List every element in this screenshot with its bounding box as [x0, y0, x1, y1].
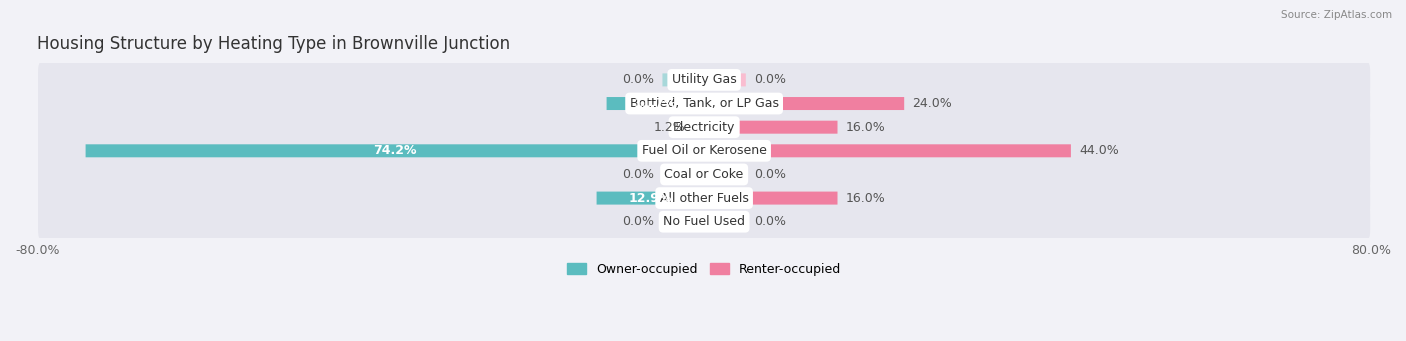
- FancyBboxPatch shape: [38, 86, 1371, 121]
- FancyBboxPatch shape: [596, 192, 704, 205]
- FancyBboxPatch shape: [704, 215, 745, 228]
- Text: All other Fuels: All other Fuels: [659, 192, 748, 205]
- Text: Electricity: Electricity: [673, 121, 735, 134]
- Text: 24.0%: 24.0%: [912, 97, 952, 110]
- FancyBboxPatch shape: [38, 62, 1371, 98]
- Text: Bottled, Tank, or LP Gas: Bottled, Tank, or LP Gas: [630, 97, 779, 110]
- Text: 16.0%: 16.0%: [846, 192, 886, 205]
- Legend: Owner-occupied, Renter-occupied: Owner-occupied, Renter-occupied: [562, 258, 846, 281]
- FancyBboxPatch shape: [704, 121, 838, 134]
- FancyBboxPatch shape: [704, 73, 745, 86]
- FancyBboxPatch shape: [38, 180, 1371, 216]
- Text: 74.2%: 74.2%: [373, 144, 416, 157]
- FancyBboxPatch shape: [695, 121, 704, 134]
- Text: Coal or Coke: Coal or Coke: [665, 168, 744, 181]
- FancyBboxPatch shape: [662, 168, 704, 181]
- FancyBboxPatch shape: [662, 215, 704, 228]
- FancyBboxPatch shape: [38, 157, 1371, 192]
- Text: 0.0%: 0.0%: [754, 168, 786, 181]
- Text: 0.0%: 0.0%: [621, 168, 654, 181]
- FancyBboxPatch shape: [662, 73, 704, 86]
- FancyBboxPatch shape: [606, 97, 704, 110]
- FancyBboxPatch shape: [38, 204, 1371, 240]
- Text: No Fuel Used: No Fuel Used: [664, 215, 745, 228]
- Text: 12.9%: 12.9%: [628, 192, 672, 205]
- Text: 16.0%: 16.0%: [846, 121, 886, 134]
- FancyBboxPatch shape: [38, 109, 1371, 145]
- FancyBboxPatch shape: [86, 144, 704, 157]
- FancyBboxPatch shape: [704, 144, 1071, 157]
- Text: Fuel Oil or Kerosene: Fuel Oil or Kerosene: [641, 144, 766, 157]
- Text: 1.2%: 1.2%: [654, 121, 686, 134]
- FancyBboxPatch shape: [704, 168, 745, 181]
- Text: Utility Gas: Utility Gas: [672, 73, 737, 86]
- Text: 0.0%: 0.0%: [621, 73, 654, 86]
- FancyBboxPatch shape: [704, 192, 838, 205]
- Text: Housing Structure by Heating Type in Brownville Junction: Housing Structure by Heating Type in Bro…: [37, 35, 510, 54]
- Text: 11.7%: 11.7%: [634, 97, 678, 110]
- Text: 0.0%: 0.0%: [754, 73, 786, 86]
- Text: 0.0%: 0.0%: [621, 215, 654, 228]
- FancyBboxPatch shape: [704, 97, 904, 110]
- FancyBboxPatch shape: [38, 133, 1371, 169]
- Text: 0.0%: 0.0%: [754, 215, 786, 228]
- Text: Source: ZipAtlas.com: Source: ZipAtlas.com: [1281, 10, 1392, 20]
- Text: 44.0%: 44.0%: [1080, 144, 1119, 157]
